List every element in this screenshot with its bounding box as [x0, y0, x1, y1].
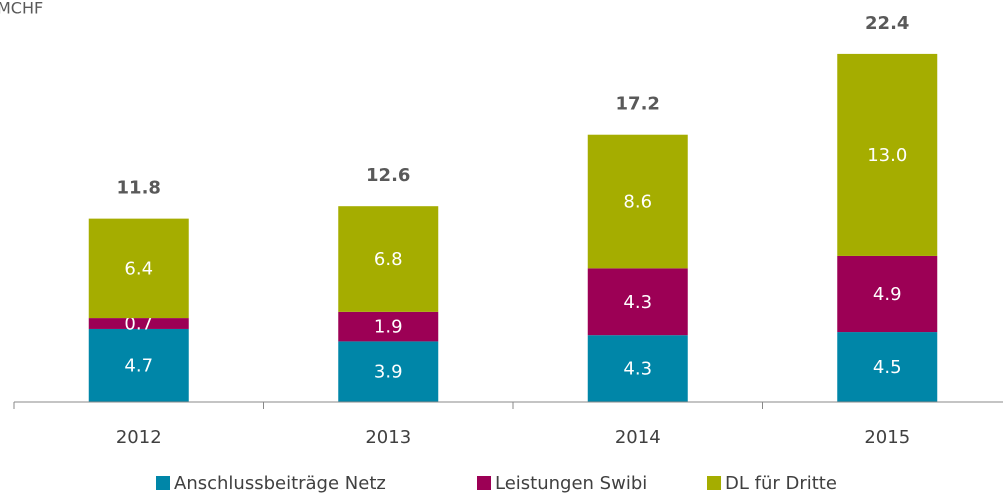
- data-label: 4.5: [873, 357, 902, 378]
- data-label: 0.7: [124, 314, 153, 335]
- data-label: 6.4: [124, 258, 153, 279]
- unit-label: MCHF: [0, 0, 43, 18]
- bar-segment: [837, 53, 938, 256]
- bar-segment: [587, 268, 688, 336]
- total-label: 17.2: [616, 94, 660, 115]
- total-label: 12.6: [366, 165, 410, 186]
- bar-segment: [837, 255, 938, 333]
- data-label: 1.9: [374, 317, 403, 338]
- legend-swatch: [707, 476, 721, 490]
- bar-segment: [587, 134, 688, 269]
- data-label: 4.7: [124, 355, 153, 376]
- x-tick-label: 2015: [864, 427, 910, 448]
- legend-label: Anschlussbeiträge Netz: [174, 473, 386, 494]
- bar-segment: [338, 206, 439, 312]
- total-label: 22.4: [865, 13, 909, 34]
- data-label: 13.0: [867, 145, 907, 166]
- total-label: 11.8: [117, 178, 161, 199]
- bar-segment: [338, 311, 439, 342]
- data-label: 4.9: [873, 284, 902, 305]
- x-tick-label: 2012: [116, 427, 162, 448]
- legend-swatch: [156, 476, 170, 490]
- data-label: 4.3: [623, 359, 652, 380]
- data-label: 3.9: [374, 362, 403, 383]
- x-tick-label: 2014: [615, 427, 661, 448]
- bar-segment: [837, 332, 938, 402]
- legend-label: Leistungen Swibi: [495, 473, 647, 494]
- bar-segment: [88, 218, 189, 319]
- data-label: 4.3: [623, 292, 652, 313]
- legend-label: DL für Dritte: [725, 473, 837, 494]
- legend-swatch: [477, 476, 491, 490]
- data-label: 8.6: [623, 192, 652, 213]
- bar-segment: [338, 341, 439, 402]
- bar-segment: [88, 318, 189, 329]
- data-label: 6.8: [374, 249, 403, 270]
- bar-segment: [88, 328, 189, 402]
- x-tick-label: 2013: [365, 427, 411, 448]
- bar-segment: [587, 335, 688, 402]
